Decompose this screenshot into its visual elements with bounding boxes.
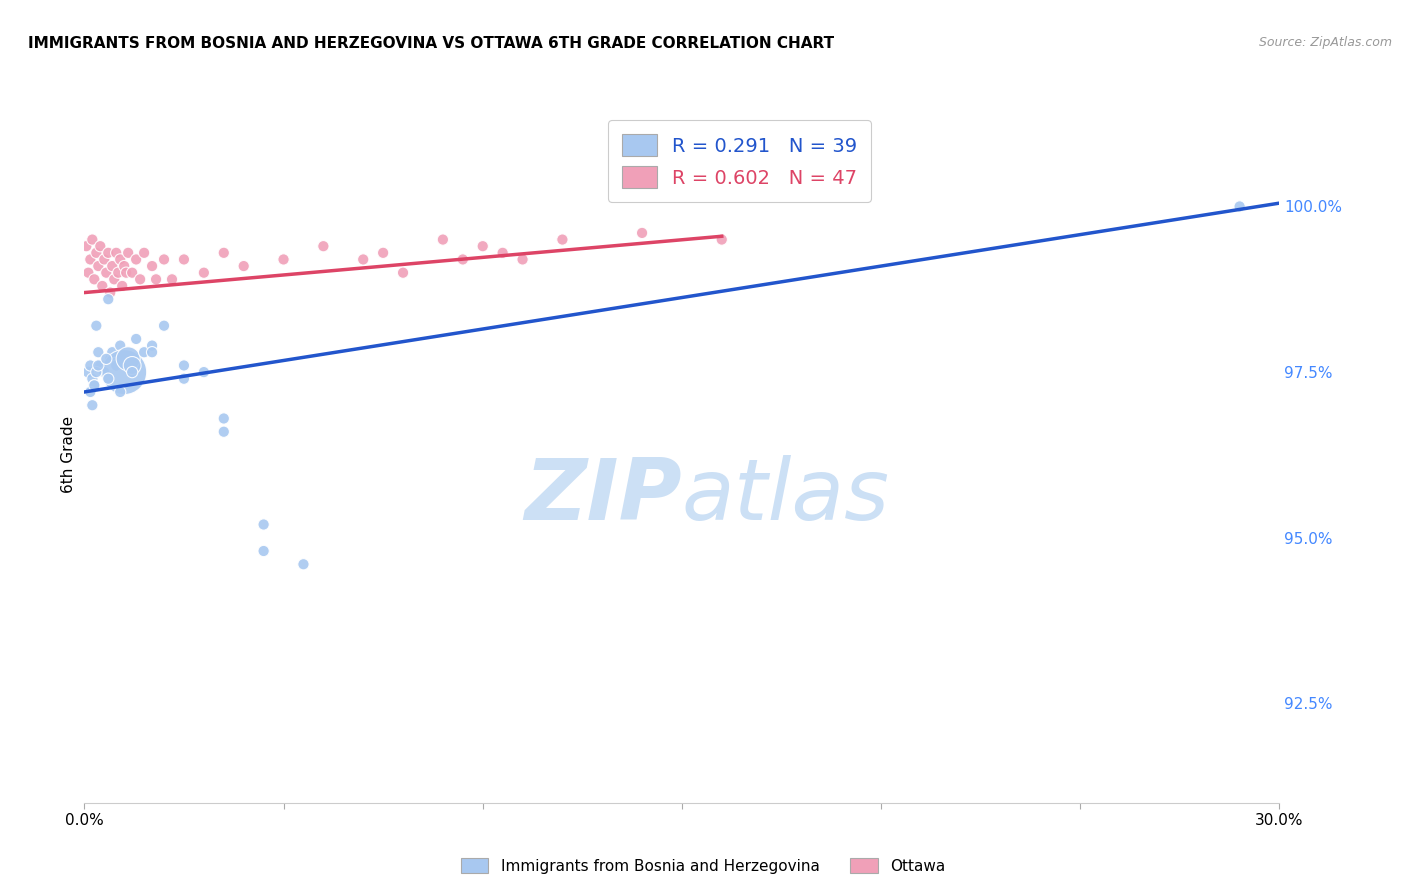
Point: [87, 345, 110, 359]
Point: [160, 272, 183, 286]
Point: [111, 279, 134, 293]
Point: [352, 252, 374, 267]
Text: atlas: atlas: [682, 455, 890, 538]
Point: [97, 372, 120, 386]
Point: [129, 272, 152, 286]
Point: [125, 252, 148, 267]
Point: [93, 365, 115, 379]
Point: [82, 398, 104, 412]
Point: [551, 233, 574, 247]
Point: [87, 359, 110, 373]
Point: [79, 359, 101, 373]
Point: [212, 411, 235, 425]
Point: [87, 259, 110, 273]
Point: [710, 233, 733, 247]
Point: [153, 318, 176, 333]
Point: [97, 292, 120, 306]
Point: [292, 558, 315, 572]
Point: [253, 517, 276, 532]
Point: [83, 378, 105, 392]
Point: [312, 239, 335, 253]
Point: [105, 359, 128, 373]
Point: [107, 266, 129, 280]
Point: [471, 239, 494, 253]
Point: [79, 252, 101, 267]
Legend: Immigrants from Bosnia and Herzegovina, Ottawa: Immigrants from Bosnia and Herzegovina, …: [454, 852, 952, 880]
Point: [89, 239, 111, 253]
Point: [98, 285, 121, 300]
Text: IMMIGRANTS FROM BOSNIA AND HERZEGOVINA VS OTTAWA 6TH GRADE CORRELATION CHART: IMMIGRANTS FROM BOSNIA AND HERZEGOVINA V…: [28, 36, 834, 51]
Point: [173, 359, 195, 373]
Point: [492, 245, 515, 260]
Point: [117, 245, 139, 260]
Point: [212, 245, 235, 260]
Text: ZIP: ZIP: [524, 455, 682, 538]
Point: [89, 359, 111, 373]
Point: [451, 252, 474, 267]
Point: [253, 544, 276, 558]
Point: [93, 252, 115, 267]
Point: [112, 365, 135, 379]
Point: [273, 252, 295, 267]
Point: [121, 365, 143, 379]
Point: [97, 245, 120, 260]
Point: [392, 266, 415, 280]
Point: [83, 272, 105, 286]
Point: [105, 245, 128, 260]
Point: [193, 365, 215, 379]
Point: [77, 266, 100, 280]
Point: [141, 259, 163, 273]
Point: [86, 318, 108, 333]
Point: [117, 351, 139, 366]
Point: [82, 233, 104, 247]
Point: [125, 332, 148, 346]
Point: [432, 233, 454, 247]
Point: [121, 266, 143, 280]
Point: [77, 365, 100, 379]
Point: [631, 226, 654, 240]
Point: [112, 259, 135, 273]
Point: [145, 272, 167, 286]
Point: [141, 338, 163, 352]
Point: [173, 372, 195, 386]
Point: [153, 252, 176, 267]
Point: [98, 351, 121, 366]
Point: [232, 259, 254, 273]
Point: [79, 384, 101, 399]
Point: [193, 266, 215, 280]
Point: [173, 252, 195, 267]
Point: [82, 372, 104, 386]
Point: [132, 345, 156, 359]
Point: [96, 266, 118, 280]
Point: [110, 252, 132, 267]
Point: [101, 259, 124, 273]
Point: [512, 252, 534, 267]
Point: [141, 345, 163, 359]
Point: [96, 351, 118, 366]
Point: [1229, 199, 1251, 213]
Point: [75, 239, 97, 253]
Point: [83, 378, 105, 392]
Point: [86, 245, 108, 260]
Point: [91, 279, 114, 293]
Point: [110, 338, 132, 352]
Point: [115, 266, 138, 280]
Text: Source: ZipAtlas.com: Source: ZipAtlas.com: [1258, 36, 1392, 49]
Point: [132, 245, 156, 260]
Point: [373, 245, 395, 260]
Point: [101, 345, 124, 359]
Point: [103, 272, 125, 286]
Y-axis label: 6th Grade: 6th Grade: [60, 417, 76, 493]
Legend: R = 0.291   N = 39, R = 0.602   N = 47: R = 0.291 N = 39, R = 0.602 N = 47: [607, 120, 870, 202]
Point: [212, 425, 235, 439]
Point: [121, 359, 143, 373]
Point: [86, 365, 108, 379]
Point: [110, 384, 132, 399]
